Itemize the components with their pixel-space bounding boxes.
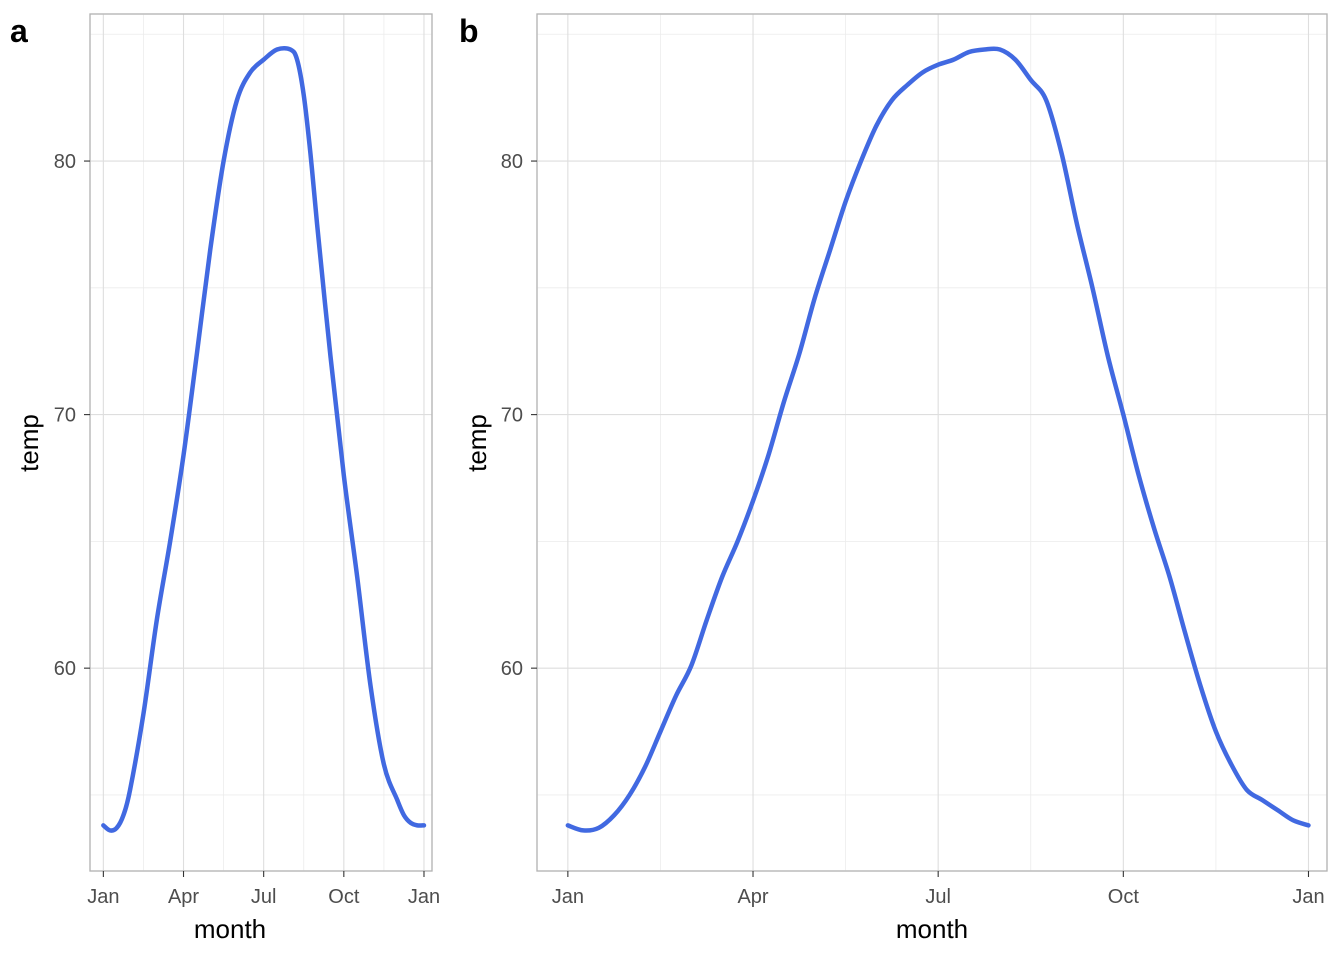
y-tick-label: 80 bbox=[501, 151, 523, 173]
x-tick-label: Apr bbox=[737, 886, 768, 908]
y-axis-title: temp bbox=[462, 414, 492, 472]
x-axis-title: month bbox=[194, 914, 266, 944]
x-tick-label: Jul bbox=[251, 886, 277, 908]
panel-b: Jan Apr Jul Oct Jan 60 70 80 month temp b bbox=[459, 13, 1328, 944]
x-tick-label: Jan bbox=[1292, 886, 1324, 908]
y-tick-label: 70 bbox=[501, 405, 523, 427]
x-tick-label: Jan bbox=[552, 886, 584, 908]
panel-tag: a bbox=[10, 13, 28, 49]
x-tick-label: Oct bbox=[328, 886, 360, 908]
temp-series-line bbox=[101, 45, 427, 833]
x-tick-label: Jan bbox=[87, 886, 119, 908]
y-axis-title: temp bbox=[14, 414, 44, 472]
panel-a: Jan Apr Jul Oct Jan 60 70 80 month temp a bbox=[10, 13, 440, 944]
y-tick-label: 80 bbox=[54, 151, 76, 173]
x-tick-label: Jan bbox=[408, 886, 440, 908]
y-tick-label: 60 bbox=[54, 658, 76, 680]
panel-border bbox=[536, 13, 1328, 872]
temp-series-line bbox=[565, 46, 1311, 833]
y-tick-label: 60 bbox=[501, 658, 523, 680]
y-tick-label: 70 bbox=[54, 405, 76, 427]
x-tick-label: Oct bbox=[1108, 886, 1140, 908]
panel-tag: b bbox=[459, 13, 479, 49]
panel-border bbox=[89, 13, 433, 872]
panel-background bbox=[536, 13, 1328, 872]
x-axis-title: month bbox=[896, 914, 968, 944]
x-tick-label: Jul bbox=[925, 886, 951, 908]
x-tick-label: Apr bbox=[168, 886, 199, 908]
